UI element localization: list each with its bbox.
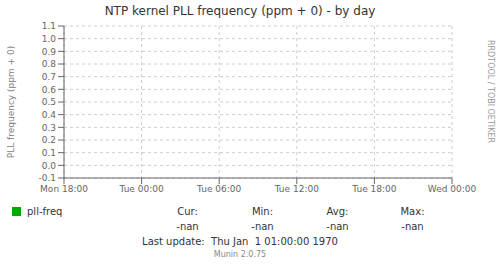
html-text:-nan: -nan bbox=[176, 221, 199, 232]
svg-text:0.4: 0.4 bbox=[42, 110, 57, 120]
html-text:Avg:: Avg: bbox=[326, 206, 349, 217]
svg-text:0.5: 0.5 bbox=[42, 97, 56, 107]
html-text:-nan: -nan bbox=[401, 221, 424, 232]
svg-text:0.6: 0.6 bbox=[42, 85, 57, 95]
svg-text:Tue 12:00: Tue 12:00 bbox=[274, 184, 319, 194]
svg-text:0.3: 0.3 bbox=[42, 123, 56, 133]
html-text:Min:: Min: bbox=[251, 206, 274, 217]
svg-text:0.9: 0.9 bbox=[42, 47, 57, 57]
svg-text:1.0: 1.0 bbox=[42, 34, 57, 44]
html-text:RRDTOOL / TOBI OETIKER: RRDTOOL / TOBI OETIKER bbox=[486, 40, 495, 143]
svg-text:Wed 00:00: Wed 00:00 bbox=[428, 184, 477, 194]
svg-text:0.0: 0.0 bbox=[42, 161, 57, 171]
html-text:NTP kernel PLL frequency (ppm: NTP kernel PLL frequency (ppm + 0) - by … bbox=[104, 4, 376, 18]
svg-text:0.2: 0.2 bbox=[42, 135, 56, 145]
html-text:-nan: -nan bbox=[326, 221, 349, 232]
html-text:Cur:: Cur: bbox=[177, 206, 198, 217]
svg-text:-0.1: -0.1 bbox=[38, 173, 56, 183]
svg-text:0.7: 0.7 bbox=[42, 72, 56, 82]
html-text:Max:: Max: bbox=[400, 206, 425, 217]
svg-text:PLL frequency (ppm + 0): PLL frequency (ppm + 0) bbox=[8, 46, 16, 159]
html-text:pll-freq: pll-freq bbox=[27, 206, 63, 217]
svg-text:Tue 06:00: Tue 06:00 bbox=[196, 184, 241, 194]
svg-text:1.1: 1.1 bbox=[42, 21, 56, 31]
html-text:-nan: -nan bbox=[251, 221, 274, 232]
svg-text:0.8: 0.8 bbox=[42, 59, 57, 69]
svg-text:0.1: 0.1 bbox=[42, 148, 56, 158]
html-text:Last update: Thu Jan 1 01:00:0: Last update: Thu Jan 1 01:00:00 1970 bbox=[142, 236, 338, 247]
html-text:Munin 2.0.75: Munin 2.0.75 bbox=[213, 250, 267, 259]
svg-text:Tue 18:00: Tue 18:00 bbox=[351, 184, 396, 194]
svg-text:Tue 00:00: Tue 00:00 bbox=[119, 184, 164, 194]
svg-text:Mon 18:00: Mon 18:00 bbox=[40, 184, 88, 194]
